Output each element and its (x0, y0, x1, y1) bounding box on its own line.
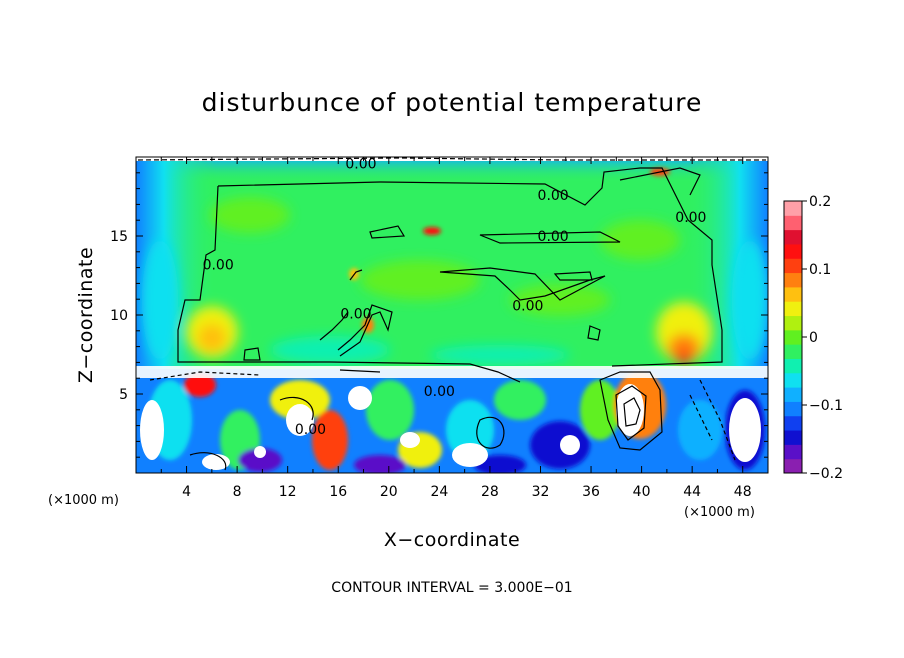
colorbar-swatch (784, 258, 802, 274)
heatmap-field (136, 157, 768, 473)
x-unit-right: (×1000 m) (684, 505, 755, 520)
x-tick-label: 8 (233, 484, 242, 500)
colorbar-swatch (784, 243, 802, 259)
colorbar-swatch (784, 215, 802, 231)
contour-label: 0.00 (295, 422, 326, 438)
contour-label: 0.00 (203, 257, 234, 273)
contour-label: 0.00 (538, 188, 569, 204)
colorbar-tick-label: 0.2 (809, 194, 831, 210)
contour-labels: 0.00 0.00 0.00 0.00 0.00 0.00 0.00 0.00 0.00 (203, 156, 707, 438)
y-tick-label: 10 (110, 308, 128, 324)
colorbar-tick-label: 0 (809, 330, 818, 346)
chart-title: disturbunce of potential temperature (202, 88, 703, 117)
colorbar-swatch (784, 315, 802, 331)
y-tick-label: 5 (119, 387, 128, 403)
colorbar-swatch (784, 229, 802, 245)
contour-label: 0.00 (538, 229, 569, 245)
colorbar-swatch (784, 415, 802, 431)
colorbar-swatch (784, 272, 802, 288)
colorbar-swatch (784, 358, 802, 374)
x-unit-left: (×1000 m) (48, 493, 119, 508)
colorbar-swatch (784, 430, 802, 445)
colorbar-swatch (784, 201, 802, 216)
x-tick-label: 32 (532, 484, 550, 500)
colorbar-swatch (784, 458, 802, 474)
contour-label: 0.00 (512, 299, 543, 315)
y-tick-labels: 5 10 15 (110, 229, 128, 403)
y-axis-title: Z−coordinate (75, 247, 97, 383)
x-axis-title: X−coordinate (384, 529, 520, 551)
colorbar-swatch (784, 401, 802, 417)
colorbar-swatch (784, 344, 802, 359)
x-tick-label: 24 (430, 484, 448, 500)
contour-label: 0.00 (345, 156, 376, 172)
x-tick-label: 48 (734, 484, 752, 500)
x-tick-label: 44 (683, 484, 701, 500)
x-tick-label: 40 (633, 484, 651, 500)
colorbar-swatch (784, 301, 802, 317)
x-tick-label: 12 (279, 484, 297, 500)
colorbar-tick-label: −0.1 (809, 398, 843, 414)
colorbar: 0.2 0.1 0 −0.1 −0.2 (783, 194, 843, 482)
colorbar-swatch (784, 372, 802, 388)
x-tick-label: 36 (582, 484, 600, 500)
contour-label: 0.00 (675, 210, 706, 226)
x-tick-label: 16 (329, 484, 347, 500)
x-tick-label: 20 (380, 484, 398, 500)
x-tick-label: 4 (182, 484, 191, 500)
y-tick-label: 15 (110, 229, 128, 245)
frame-ticks (136, 157, 768, 473)
colorbar-tick-label: 0.1 (809, 262, 831, 278)
contour-lines (137, 157, 766, 471)
x-tick-label: 28 (481, 484, 499, 500)
contour-label: 0.00 (424, 384, 455, 400)
contour-interval-note: CONTOUR INTERVAL = 3.000E−01 (331, 580, 572, 596)
colorbar-swatch (784, 387, 802, 402)
colorbar-tick-label: −0.2 (809, 466, 843, 482)
x-tick-labels: 4 8 12 16 20 24 28 32 36 40 44 48 (182, 484, 752, 500)
colorbar-swatch (784, 329, 802, 345)
colorbar-swatch (784, 444, 802, 460)
contour-label: 0.00 (340, 306, 371, 322)
colorbar-swatch (784, 286, 802, 302)
